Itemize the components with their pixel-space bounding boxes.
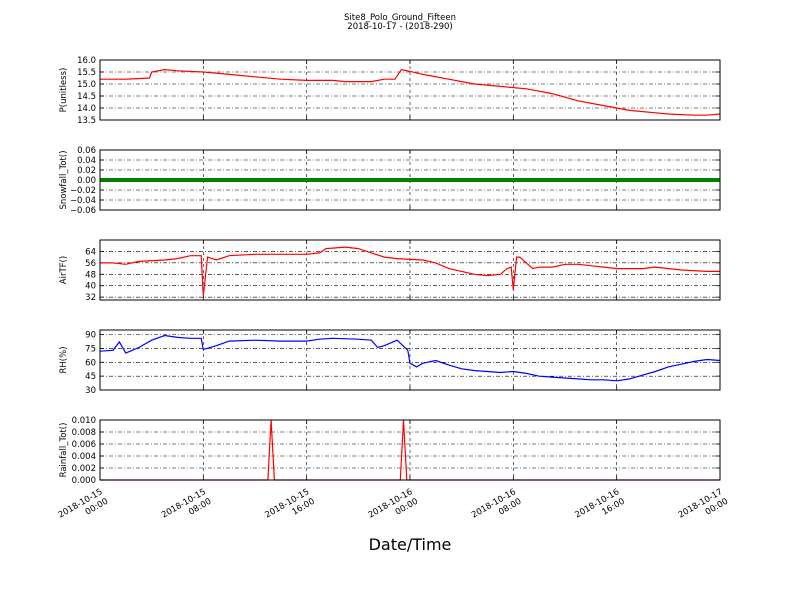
x-axis-label: Date/Time: [369, 535, 452, 554]
y-axis-label: P(unitless): [59, 68, 69, 113]
y-tick-label: 0.06: [77, 146, 96, 156]
y-tick-label: 40: [85, 282, 96, 292]
y-tick-label: 15.5: [77, 68, 96, 78]
y-tick-label: 60: [85, 358, 96, 368]
y-tick-label: 75: [85, 344, 96, 354]
y-tick-label: −0.04: [70, 196, 96, 206]
y-axis-label: AirTF(): [59, 256, 69, 284]
panel-5: 0.000 0.002 0.004 0.006 0.008 0.010Rainfall_T…: [59, 416, 721, 486]
series-line: [100, 246, 720, 296]
panels-group: 13.5 14.0 14.5 15.0 15.5 16.0 P(unitless) −0.06…: [59, 56, 721, 486]
y-tick-label: 48: [85, 270, 96, 280]
series-line: [100, 68, 720, 116]
figure-subtitle: 2018-10-17 - (2018-290): [347, 22, 452, 32]
y-tick-label: 0.006: [72, 440, 96, 450]
panel-2: −0.06−0.04−0.020.000.020.040.06 Snowfall_…: [59, 146, 721, 216]
y-tick-label: −0.02: [70, 186, 96, 196]
y-tick-label: 14.0: [77, 104, 96, 114]
y-tick-label: 90: [85, 331, 96, 341]
y-tick-label: 0.004: [72, 452, 96, 462]
y-tick-label: 0.000: [72, 476, 96, 486]
y-tick-label: 32: [85, 293, 96, 303]
y-tick-label: 0.00: [77, 176, 96, 186]
y-tick-label: 56: [85, 259, 96, 269]
panel-4: 30 45 60 75 90 RH(%): [59, 329, 721, 396]
y-tick-label: 16.0: [77, 56, 96, 66]
y-axis-label: Rainfall_Tot(): [59, 423, 69, 478]
y-tick-label: 0.010: [72, 416, 96, 426]
y-tick-label: 64: [85, 247, 96, 257]
y-axis-label: Snowfall_Tot(): [59, 150, 69, 209]
y-tick-label: 0.008: [72, 428, 96, 438]
y-tick-label: −0.06: [70, 206, 96, 216]
y-tick-label: 45: [85, 372, 96, 382]
y-tick-label: 0.002: [72, 464, 96, 474]
y-tick-label: 13.5: [77, 116, 96, 126]
figure-title: Site8_Polo_Ground_Fifteen: [344, 13, 456, 23]
panel-1: 13.5 14.0 14.5 15.0 15.5 16.0 P(unitless): [59, 56, 721, 126]
series-line: [100, 334, 720, 382]
y-tick-label: 30: [85, 386, 96, 396]
y-tick-label: 0.04: [77, 156, 96, 166]
y-axis-label: RH(%): [59, 346, 69, 373]
y-tick-label: 0.02: [77, 166, 96, 176]
y-tick-label: 15.0: [77, 80, 96, 90]
y-tick-label: 14.5: [77, 92, 96, 102]
